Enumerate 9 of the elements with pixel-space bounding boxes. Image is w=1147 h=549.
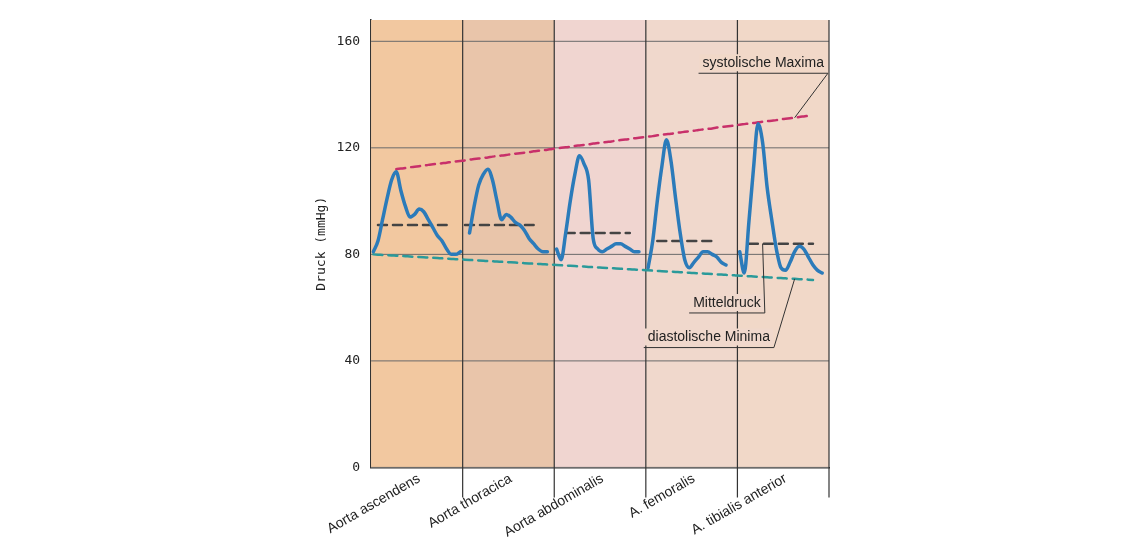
y-tick-label: 160 bbox=[336, 32, 361, 48]
y-tick-label: 0 bbox=[352, 458, 361, 474]
text: diastolische Minima bbox=[647, 328, 771, 345]
y-tick-label: 40 bbox=[344, 352, 361, 368]
y-tick-label: 120 bbox=[336, 139, 361, 155]
y-axis-title: Druck (mmHg) bbox=[313, 196, 329, 291]
y-tick-label: 80 bbox=[344, 245, 361, 261]
text: systolische Maxima bbox=[702, 54, 825, 71]
text: Mitteldruck bbox=[693, 293, 762, 310]
